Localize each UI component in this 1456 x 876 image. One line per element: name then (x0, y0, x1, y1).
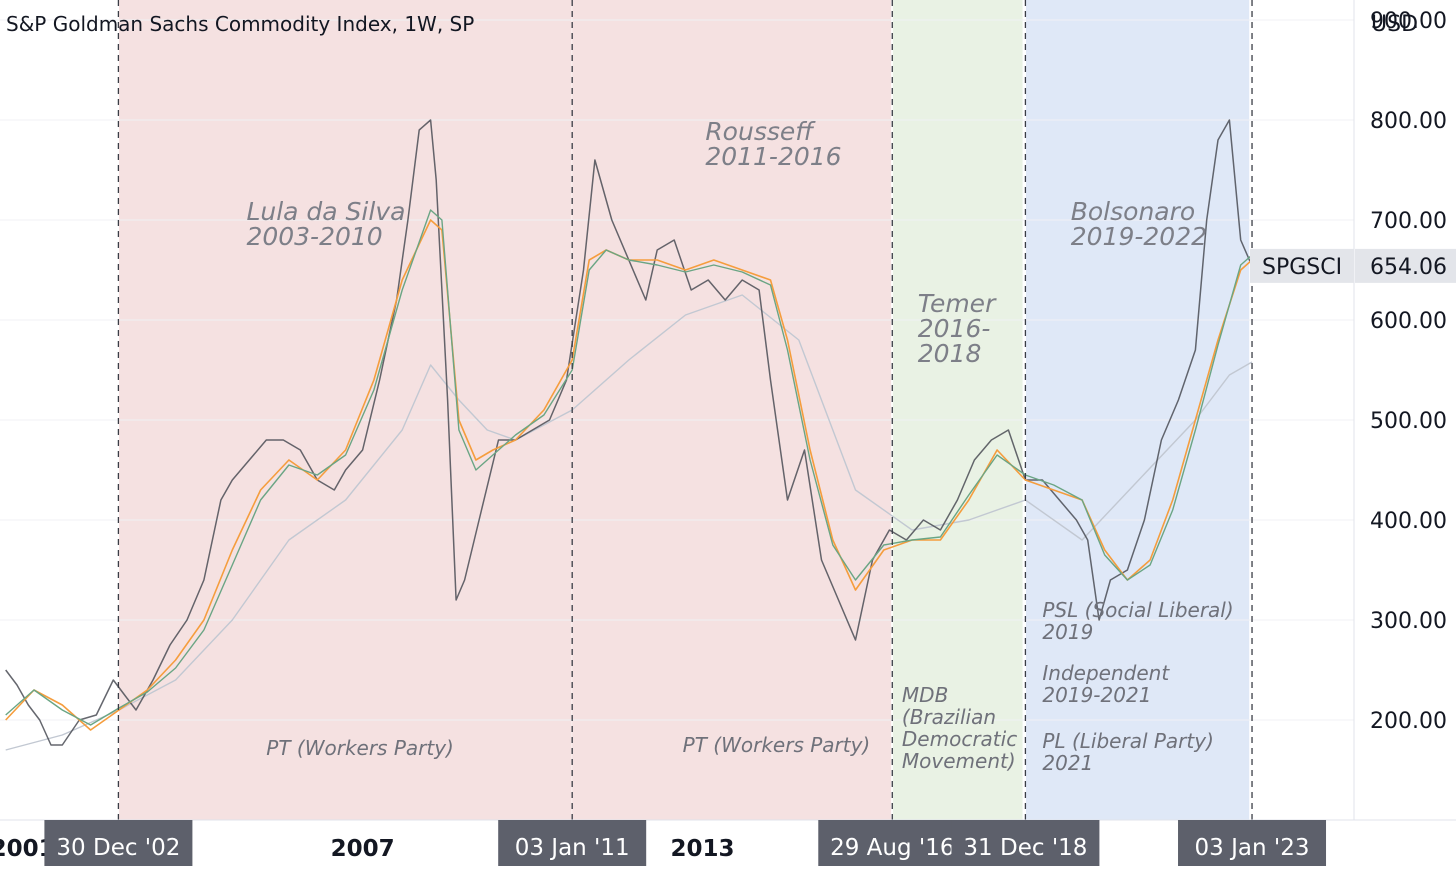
y-tick-label: 400.00 (1370, 509, 1447, 534)
price-axis-background (1354, 0, 1456, 820)
x-tick-label: 2007 (331, 836, 395, 862)
party-label-6: PL (Liberal Party) 2021 (1042, 729, 1213, 775)
date-badge-bg-2 (498, 820, 647, 866)
annotation-labels: Lula da Silva 2003-2010 Rousseff 2011-2016 T… (246, 117, 1233, 775)
y-tick-label: 700.00 (1370, 209, 1447, 234)
y-tick-label: 300.00 (1370, 609, 1447, 634)
era-label-1: Lula da Silva 2003-2010 (246, 197, 405, 251)
era-label-2: Rousseff 2011-2016 (705, 117, 841, 171)
y-tick-label: 600.00 (1370, 309, 1447, 334)
date-badge-bg-1 (44, 820, 193, 866)
last-price-label: SPGSCI 654.06 (1250, 248, 1456, 283)
currency-label: USD (1371, 12, 1418, 37)
chart-title: S&P Goldman Sachs Commodity Index, 1W, S… (6, 12, 474, 36)
series-slow-ma (5, 294, 1253, 751)
symbol-tag: SPGSCI (1262, 255, 1342, 280)
series-mid-ma (5, 209, 1253, 726)
date-badge-2: 03 Jan '11 (515, 835, 630, 861)
party-label-2: PT (Workers Party) (683, 733, 871, 757)
y-tick-label: 200.00 (1370, 709, 1447, 734)
period-backgrounds (118, 0, 1250, 820)
era-label-3: Temer 2016-2018 (918, 289, 997, 368)
period-band-psl-4 (1025, 0, 1250, 820)
series-price (5, 119, 1253, 746)
period-band-mdb-3 (892, 0, 1023, 820)
date-badge-5: 03 Jan '23 (1195, 835, 1310, 861)
date-marker-lines (117, 0, 1253, 820)
date-badge-bg-4 (951, 820, 1100, 866)
party-label-4: PSL (Social Liberal) 2019 (1042, 598, 1233, 644)
party-label-3: MDB (Brazilian Democratic Movement) (902, 683, 1017, 773)
date-badge-bg-5 (1178, 820, 1327, 866)
period-band-pt-2 (572, 0, 892, 820)
last-price-tag-background (1355, 248, 1456, 283)
date-badge-3: 29 Aug '16 (830, 835, 954, 861)
x-tick-label: 2013 (670, 836, 734, 862)
price-axis[interactable]: 900.00 800.00 700.00 600.00 500.00 400.00 300.… (1370, 9, 1447, 734)
date-badges: 30 Dec '02 03 Jan '11 29 Aug '16 31 Dec '18… (44, 820, 1327, 866)
date-badge-bg-3 (818, 820, 967, 866)
y-tick-label: 800.00 (1370, 109, 1447, 134)
date-badge-1: 30 Dec '02 (56, 835, 180, 861)
y-tick-label: 900.00 (1370, 9, 1447, 34)
series-lines (5, 119, 1253, 751)
era-label-4: Bolsonaro 2019-2022 (1071, 197, 1207, 251)
date-badge-4: 31 Dec '18 (963, 835, 1087, 861)
last-price-value: 654.06 (1370, 255, 1447, 280)
y-tick-label: 500.00 (1370, 409, 1447, 434)
period-band-pt-1 (118, 0, 572, 820)
party-label-5: Independent 2019-2021 (1042, 661, 1170, 707)
symbol-tag-background (1250, 248, 1354, 283)
plot-grid (0, 19, 1354, 721)
party-label-1: PT (Workers Party) (266, 736, 454, 760)
